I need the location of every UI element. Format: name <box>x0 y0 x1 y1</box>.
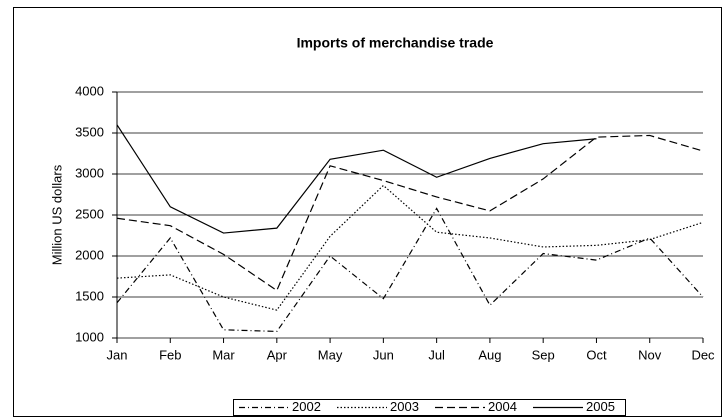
y-tick-label: 3500 <box>75 124 104 139</box>
series-line <box>116 134 704 292</box>
x-tick-label: Sep <box>532 347 555 362</box>
legend-label: 2004 <box>488 399 517 414</box>
chart-title: Imports of merchandise trade <box>297 35 494 51</box>
legend-label: 2005 <box>586 399 615 414</box>
x-tick-label: May <box>318 347 343 362</box>
x-tick-label: Apr <box>267 347 288 362</box>
x-tick-label: Jan <box>107 347 128 362</box>
series-line <box>116 207 704 333</box>
legend-label: 2002 <box>292 399 321 414</box>
legend-label: 2003 <box>390 399 419 414</box>
x-tick-label: Dec <box>691 347 715 362</box>
x-tick-label: Nov <box>638 347 662 362</box>
x-tick-label: Mar <box>212 347 235 362</box>
y-tick-label: 2500 <box>75 206 104 221</box>
series-line <box>116 124 597 234</box>
x-tick-label: Oct <box>586 347 607 362</box>
y-tick-label: 1500 <box>75 288 104 303</box>
y-axis-label: Million US dollars <box>49 164 64 265</box>
series-line <box>116 184 704 311</box>
y-tick-label: 1000 <box>75 329 104 344</box>
y-tick-label: 3000 <box>75 165 104 180</box>
x-tick-label: Jun <box>373 347 394 362</box>
legend-box <box>233 399 626 416</box>
y-tick-label: 2000 <box>75 247 104 262</box>
x-tick-label: Jul <box>428 347 445 362</box>
x-tick-label: Feb <box>159 347 181 362</box>
y-tick-label: 4000 <box>75 83 104 98</box>
x-tick-label: Aug <box>478 347 501 362</box>
